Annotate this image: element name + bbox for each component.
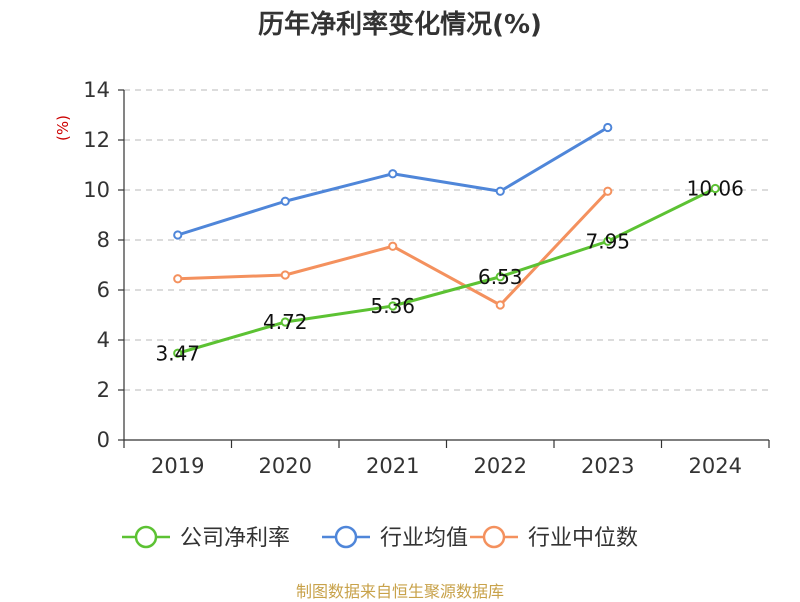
x-tick-label-2022: 2022: [474, 454, 527, 478]
data-label-2020: 4.72: [263, 310, 308, 334]
source-note: 制图数据来自恒生聚源数据库: [295, 582, 504, 601]
legend-item-2[interactable]: 行业中位数: [470, 525, 638, 551]
data-point-0-1: [280, 317, 290, 327]
data-point-0-3: [495, 272, 505, 282]
chart-title: 历年净利率变化情况(%): [258, 10, 542, 40]
legend-item-0[interactable]: 公司净利率: [122, 525, 290, 551]
legend[interactable]: 公司净利率 行业均值 行业中位数: [122, 525, 638, 551]
legend-marker-icon: [482, 525, 506, 549]
data-point-2-4: [603, 186, 613, 196]
data-point-2-0: [173, 274, 183, 284]
series-lines: [173, 122, 720, 358]
data-point-1-4: [603, 122, 613, 133]
data-labels: 3.47 4.72 5.36 6.53 7.95 10.06: [155, 177, 743, 366]
series-line-1: [177, 126, 609, 237]
y-tick-label: 14: [83, 78, 110, 102]
data-point-0-4: [603, 236, 613, 246]
y-tick-label: 6: [97, 278, 110, 302]
y-tick-label: 12: [83, 128, 110, 152]
data-point-0-5: [710, 183, 720, 194]
legend-label: 行业均值: [380, 526, 468, 551]
data-label-2021: 5.36: [370, 294, 415, 318]
legend-marker-icon: [134, 525, 158, 549]
data-point-1-1: [280, 196, 290, 206]
y-tick-label: 2: [97, 378, 110, 402]
axes: 0 2 4 6 8 10 12 14 (%) 2019 2020 2021 2022 2023 2024: [54, 78, 770, 478]
x-tick-label-2024: 2024: [689, 454, 742, 478]
data-point-2-1: [280, 270, 290, 280]
x-tick-label-2023: 2023: [581, 454, 634, 478]
x-tick-label-2020: 2020: [259, 454, 312, 478]
y-tick-label: 4: [97, 328, 110, 352]
data-point-0-2: [388, 301, 398, 311]
legend-label: 公司净利率: [180, 526, 290, 551]
legend-label: 行业中位数: [528, 526, 638, 551]
data-label-2024: 10.06: [687, 177, 744, 201]
data-label-2022: 6.53: [478, 265, 523, 289]
y-axis-unit-label: (%): [54, 115, 72, 141]
data-point-0-0: [173, 348, 183, 358]
data-label-2023: 7.95: [585, 229, 630, 253]
x-tick-label-2019: 2019: [151, 454, 204, 478]
x-tick-label-2021: 2021: [366, 454, 419, 478]
y-tick-label: 0: [97, 428, 110, 452]
data-point-2-2: [388, 241, 398, 251]
series-line-0: [177, 187, 716, 355]
data-point-1-0: [173, 230, 183, 240]
data-label-2019: 3.47: [155, 341, 200, 365]
legend-item-1[interactable]: 行业均值: [322, 525, 468, 551]
grid-lines: [124, 89, 769, 391]
data-point-1-3: [495, 186, 505, 196]
data-point-1-2: [388, 169, 398, 179]
y-tick-label: 8: [97, 228, 110, 252]
y-tick-label: 10: [83, 178, 110, 202]
data-point-2-3: [495, 300, 505, 310]
legend-marker-icon: [334, 525, 358, 549]
